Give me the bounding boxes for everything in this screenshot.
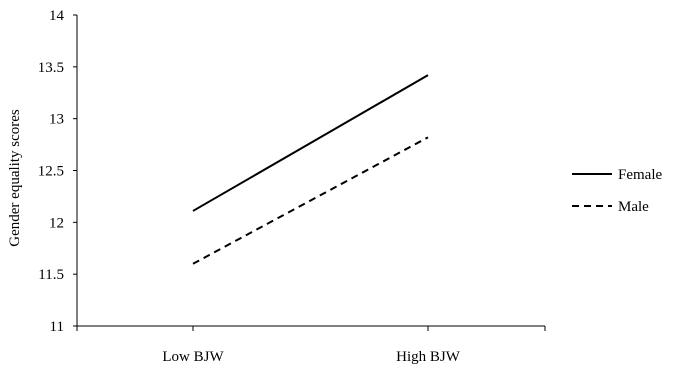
y-tick-label: 12 xyxy=(49,215,64,231)
axes xyxy=(76,15,545,327)
x-tick-label: Low BJW xyxy=(162,349,224,365)
tick-labels: 11 11.5 12 12.5 13 13.5 14 Low BJW High BJW xyxy=(38,8,461,365)
y-tick-label: 11.5 xyxy=(38,267,64,283)
y-tick-label: 14 xyxy=(49,8,65,24)
series-lines xyxy=(192,74,429,265)
y-tick-label: 11 xyxy=(50,319,64,335)
legend-label-male: Male xyxy=(618,199,649,215)
legend: Female Male xyxy=(572,167,662,215)
series-line-male xyxy=(192,136,429,265)
tick-marks xyxy=(73,14,546,331)
y-tick-label: 13.5 xyxy=(38,60,64,76)
series-line-female xyxy=(192,74,429,212)
x-tick-label: High BJW xyxy=(396,349,461,365)
y-tick-label: 12.5 xyxy=(38,164,64,180)
y-axis-label: Gender equality scores xyxy=(7,109,23,247)
legend-label-female: Female xyxy=(618,167,662,183)
y-tick-label: 13 xyxy=(49,112,64,128)
